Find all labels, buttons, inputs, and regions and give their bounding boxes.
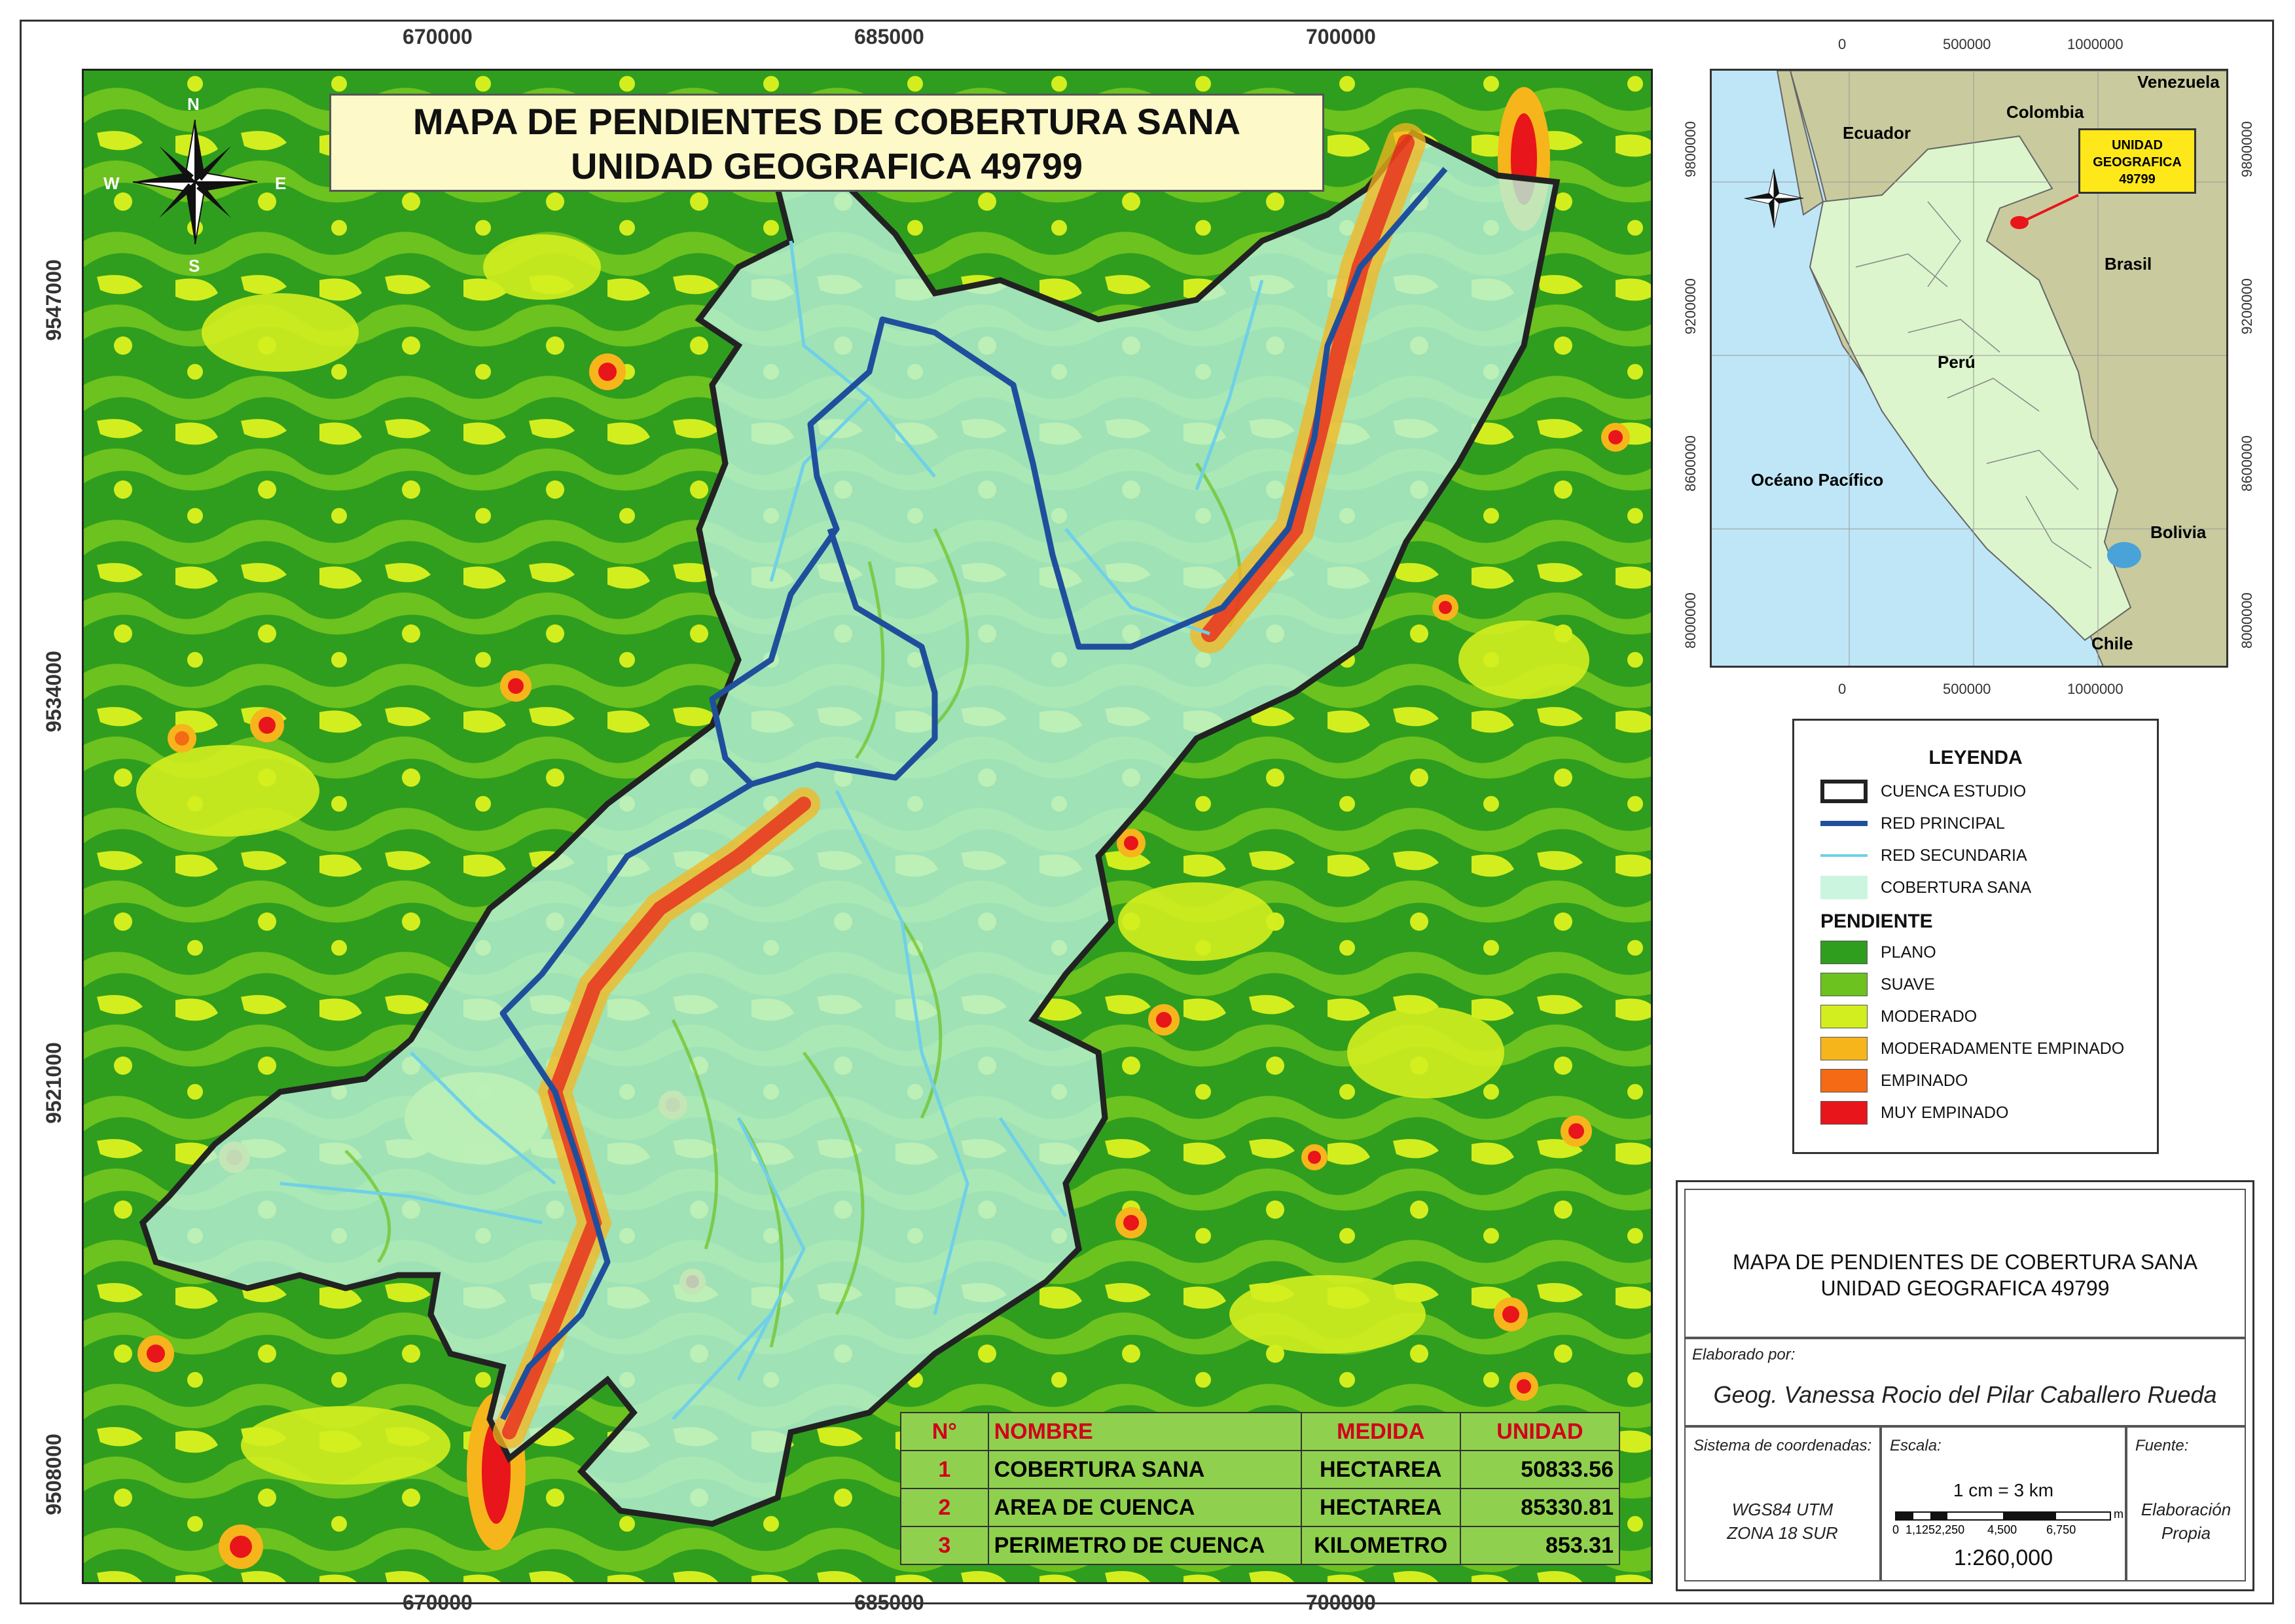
inset-x-tick: 0 — [1838, 36, 1847, 52]
table-cell: 853.31 — [1459, 1526, 1621, 1565]
legend-item-suave: SUAVE — [1820, 971, 1935, 998]
inset-y-tick: 8000000 — [2238, 592, 2255, 649]
table-cell: COBERTURA SANA — [987, 1450, 1302, 1489]
west-label: W — [103, 173, 120, 193]
inset-y-tick: 9200000 — [2238, 278, 2255, 334]
legend-item-empinado: EMPINADO — [1820, 1068, 1968, 1094]
x-tick-label: 670000 — [403, 1591, 473, 1614]
legend-pendiente-title: PENDIENTE — [1820, 911, 1933, 932]
north-label: N — [187, 94, 200, 114]
x-tick-label: 685000 — [854, 25, 924, 48]
table-row: 1 COBERTURA SANA HECTAREA 50833.56 — [900, 1450, 1621, 1489]
inset-label-colombia: Colombia — [2006, 102, 2084, 122]
inset-x-tick: 1000000 — [2067, 36, 2123, 52]
east-label: E — [275, 173, 287, 193]
inset-y-tick: 8000000 — [1682, 592, 1699, 649]
table-cell: 3 — [900, 1526, 989, 1565]
coordinate-system-cell: Sistema de coordenadas: WGS84 UTM ZONA 1… — [1684, 1426, 1881, 1581]
inset-y-tick: 8600000 — [1682, 435, 1699, 492]
table-cell: HECTAREA — [1300, 1488, 1461, 1527]
secondary-river-network — [280, 240, 1264, 1420]
inset-y-tick: 8600000 — [2238, 435, 2255, 492]
south-label: S — [189, 256, 200, 276]
legend-item-mod-empinado: MODERADAMENTE EMPINADO — [1820, 1036, 2124, 1062]
table-cell: HECTAREA — [1300, 1450, 1461, 1489]
x-tick-label: 685000 — [854, 1591, 924, 1614]
inset-x-tick: 500000 — [1943, 681, 1991, 697]
table-cell: 2 — [900, 1488, 989, 1527]
y-tick-label: 9547000 — [41, 259, 65, 341]
table-header: MEDIDA — [1300, 1412, 1461, 1451]
scale-ratio: 1:260,000 — [1953, 1545, 2053, 1570]
author-cell: Elaborado por: Geog. Vanessa Rocio del P… — [1684, 1338, 2246, 1426]
legend-item-cobertura: COBERTURA SANA — [1820, 875, 2031, 901]
map-title-box: MAPA DE PENDIENTES DE COBERTURA SANA UNI… — [329, 94, 1324, 192]
x-tick-label: 670000 — [403, 25, 473, 48]
scale-cell: Escala: 1 cm = 3 km m 0 1,1252,250 4,500… — [1881, 1426, 2126, 1581]
scale-bar-ticks: 0 1,1252,250 4,500 6,750 — [1892, 1523, 2076, 1536]
basin-swatch — [1820, 780, 1868, 803]
table-header: UNIDAD — [1459, 1412, 1621, 1451]
measurement-table: N° NOMBRE MEDIDA UNIDAD 1 COBERTURA SANA… — [900, 1412, 1621, 1565]
author-name: Geog. Vanessa Rocio del Pilar Caballero … — [1713, 1381, 2217, 1408]
table-cell: 85330.81 — [1459, 1488, 1621, 1527]
inset-label-chile: Chile — [2091, 634, 2133, 653]
inset-label-venezuela: Venezuela — [2137, 72, 2220, 92]
legend-item-red-principal: RED PRINCIPAL — [1820, 810, 2005, 837]
table-cell: PERIMETRO DE CUENCA — [987, 1526, 1302, 1565]
secondary-river-swatch — [1820, 844, 1868, 867]
scale-bar — [1895, 1511, 2111, 1521]
map-title-line2: UNIDAD GEOGRAFICA 49799 — [570, 145, 1083, 187]
inset-y-tick: 9800000 — [2238, 121, 2255, 177]
inset-label-brasil: Brasil — [2105, 254, 2152, 274]
table-row: 2 AREA DE CUENCA HECTAREA 85330.81 — [900, 1488, 1621, 1527]
table-cell: AREA DE CUENCA — [987, 1488, 1302, 1527]
table-cell: KILOMETRO — [1300, 1526, 1461, 1565]
source-cell: Fuente: Elaboración Propia — [2126, 1426, 2246, 1581]
title-block: MAPA DE PENDIENTES DE COBERTURA SANA UNI… — [1676, 1180, 2254, 1591]
y-tick-label: 9508000 — [41, 1434, 65, 1515]
inset-label-ecuador: Ecuador — [1843, 123, 1911, 143]
title-block-title: MAPA DE PENDIENTES DE COBERTURA SANA UNI… — [1684, 1189, 2246, 1338]
inset-x-tick: 500000 — [1943, 36, 1991, 52]
legend-item-plano: PLANO — [1820, 939, 1936, 965]
y-tick-label: 9534000 — [41, 651, 65, 732]
legend-item-muy-empinado: MUY EMPINADO — [1820, 1100, 2008, 1126]
study-area-callout: UNIDAD GEOGRAFICA 49799 — [2078, 128, 2196, 194]
location-inset-map[interactable]: Ecuador Colombia Venezuela Brasil Perú O… — [1710, 69, 2228, 668]
table-header: NOMBRE — [987, 1412, 1302, 1451]
inset-label-oceano: Océano Pacífico — [1751, 470, 1884, 490]
y-tick-label: 9521000 — [41, 1042, 65, 1124]
main-river-swatch — [1820, 812, 1868, 835]
inset-label-peru: Perú — [1938, 352, 1976, 372]
legend-title: LEYENDA — [1928, 747, 2023, 768]
legend-item-red-secundaria: RED SECUNDARIA — [1820, 842, 2027, 869]
inset-label-bolivia: Bolivia — [2150, 522, 2207, 542]
map-frame — [20, 20, 2274, 1604]
main-river-network — [499, 167, 1448, 1421]
x-tick-label: 700000 — [1306, 25, 1376, 48]
table-header: N° — [900, 1412, 989, 1451]
north-arrow-icon — [132, 119, 258, 245]
inset-x-tick: 1000000 — [2067, 681, 2123, 697]
cobertura-swatch — [1820, 876, 1868, 899]
study-area-marker — [2010, 216, 2029, 229]
slope-raster — [84, 71, 1651, 1582]
slope-map[interactable]: N S E W MAPA DE PENDIENTES DE COBERTURA … — [82, 69, 1653, 1584]
legend-item-cuenca: CUENCA ESTUDIO — [1820, 778, 2026, 804]
legend-panel: LEYENDA CUENCA ESTUDIO RED PRINCIPAL RED… — [1792, 719, 2159, 1154]
table-row: 3 PERIMETRO DE CUENCA KILOMETRO 853.31 — [900, 1526, 1621, 1565]
map-title-line1: MAPA DE PENDIENTES DE COBERTURA SANA — [412, 101, 1241, 142]
table-cell: 50833.56 — [1459, 1450, 1621, 1489]
table-cell: 1 — [900, 1450, 989, 1489]
inset-x-tick: 0 — [1838, 681, 1847, 697]
basin-outline — [139, 129, 1561, 1527]
x-tick-label: 700000 — [1306, 1591, 1376, 1614]
inset-y-tick: 9200000 — [1682, 278, 1699, 334]
inset-north-arrow-icon — [1744, 168, 1804, 228]
legend-item-moderado: MODERADO — [1820, 1003, 1977, 1030]
inset-y-tick: 9800000 — [1682, 121, 1699, 177]
